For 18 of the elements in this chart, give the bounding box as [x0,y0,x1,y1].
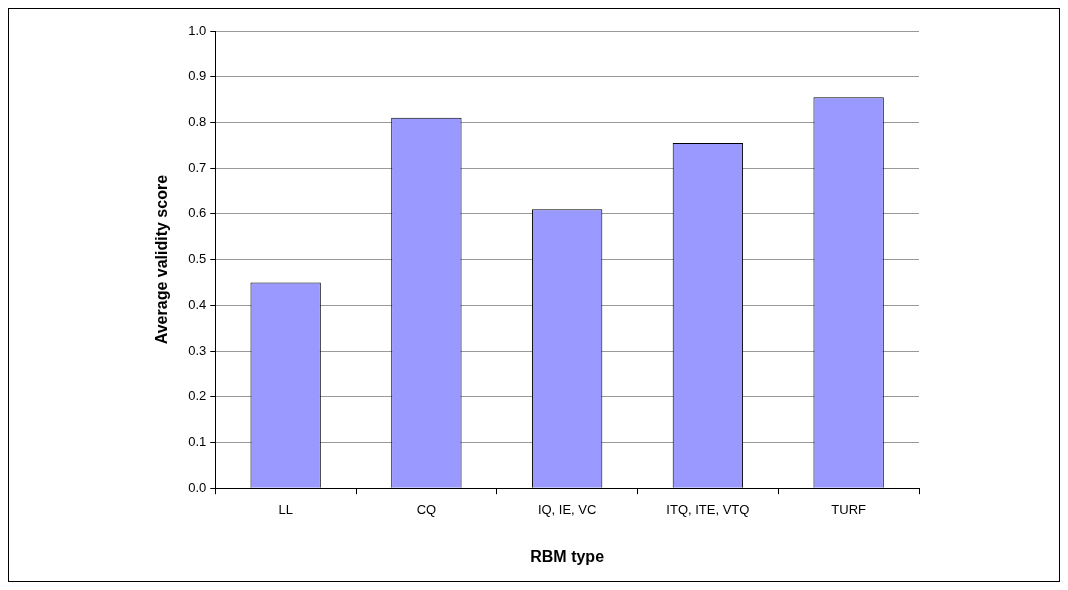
x-tick-label: LL [278,501,293,517]
x-tick-label: IQ, IE, VC [537,501,597,517]
x-tick-label: ITQ, ITE, VTQ [666,501,750,517]
y-tick-label: 0.0 [188,479,207,495]
y-tick-label: 0.7 [188,159,207,175]
y-tick-label: 0.6 [188,205,207,221]
x-tick-label: TURF [831,501,867,517]
y-tick-label: 0.4 [188,296,207,312]
x-axis-title: RBM type [530,547,605,565]
y-tick-label: 0.8 [188,114,207,130]
y-tick-label: 1.0 [188,22,207,38]
y-tick-label: 0.9 [188,68,207,84]
y-tick-label: 0.3 [188,342,207,358]
y-tick-label: 0.5 [188,251,207,267]
y-tick-label: 0.2 [188,388,207,404]
y-tick-label: 0.1 [188,434,207,450]
y-axis-title: Average validity score [153,174,171,345]
x-tick-label: CQ [416,501,437,517]
